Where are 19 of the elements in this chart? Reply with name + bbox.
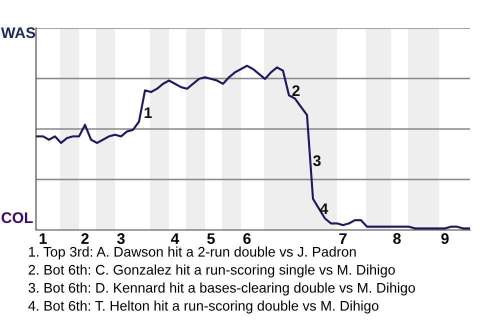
x-tick-label: 5 xyxy=(207,233,215,244)
x-tick-label: 4 xyxy=(170,233,180,244)
annotation: 4 xyxy=(320,203,328,214)
x-tick-label: 8 xyxy=(393,233,401,244)
annotation: 3 xyxy=(313,155,321,166)
x-tick-label: 7 xyxy=(339,233,347,244)
annotation: 2 xyxy=(292,85,300,96)
x-tick-label: 3 xyxy=(117,233,125,244)
x-tick-label: 6 xyxy=(243,233,251,244)
text: WAS xyxy=(1,27,36,38)
x-tick-label: 2 xyxy=(81,233,89,244)
x-tick-label: 1 xyxy=(40,233,47,244)
text: 3. Bot 6th: D. Kennard hit a bases-clearing double vs M. Dihigo xyxy=(28,282,415,296)
annotation: 1 xyxy=(144,107,152,118)
text: 2. Bot 6th: C. Gonzalez hit a run-scoring single vs M. Dihigo xyxy=(28,264,395,278)
text: 4. Bot 6th: T. Helton hit a run-scoring double vs M. Dihigo xyxy=(28,300,378,314)
text: 1. Top 3rd: A. Dawson hit a 2-run double vs J. Padron xyxy=(29,246,356,260)
x-tick-label: 9 xyxy=(441,233,449,244)
text: COL xyxy=(2,212,33,224)
